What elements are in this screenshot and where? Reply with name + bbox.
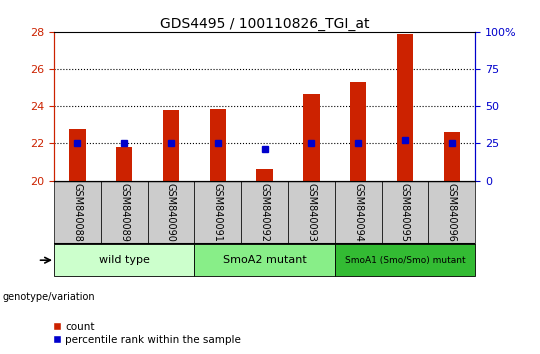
Bar (54, 244, 194, 276)
Text: SmoA1 (Smo/Smo) mutant: SmoA1 (Smo/Smo) mutant (345, 256, 465, 265)
Text: GSM840091: GSM840091 (213, 183, 223, 242)
Bar (101, 181, 147, 244)
Text: GSM840094: GSM840094 (353, 183, 363, 242)
Legend: count, percentile rank within the sample: count, percentile rank within the sample (49, 317, 245, 349)
Bar (147, 181, 194, 244)
Title: GDS4495 / 100110826_TGI_at: GDS4495 / 100110826_TGI_at (160, 17, 369, 31)
Text: wild type: wild type (99, 255, 150, 265)
Bar (303, 94, 320, 181)
Bar (194, 244, 335, 276)
Bar (54, 181, 101, 244)
Bar (397, 34, 413, 181)
Text: GSM840088: GSM840088 (72, 183, 83, 242)
Text: SmoA2 mutant: SmoA2 mutant (222, 255, 307, 265)
Text: GSM840089: GSM840089 (119, 183, 129, 242)
Bar (288, 181, 335, 244)
Bar (382, 181, 428, 244)
Bar (194, 181, 241, 244)
Bar (256, 169, 273, 181)
Bar (116, 147, 132, 181)
Text: genotype/variation: genotype/variation (3, 292, 96, 302)
Bar (241, 181, 288, 244)
Text: GSM840095: GSM840095 (400, 183, 410, 242)
Bar (69, 129, 85, 181)
Text: GSM840092: GSM840092 (260, 183, 269, 242)
Bar (350, 82, 366, 181)
Bar (428, 181, 475, 244)
Bar (335, 181, 382, 244)
Text: GSM840096: GSM840096 (447, 183, 457, 242)
Bar (163, 110, 179, 181)
Text: GSM840093: GSM840093 (306, 183, 316, 242)
Bar (210, 109, 226, 181)
Bar (335, 244, 475, 276)
Text: GSM840090: GSM840090 (166, 183, 176, 242)
Bar (444, 132, 460, 181)
